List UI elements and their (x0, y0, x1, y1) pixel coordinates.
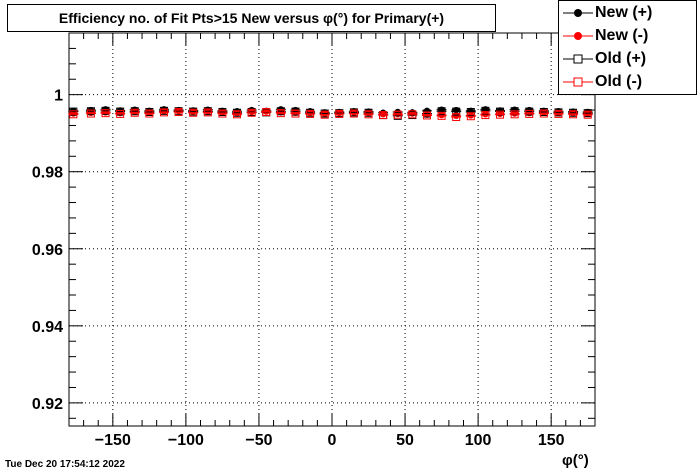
y-tick-label: 1 (54, 88, 63, 105)
data-point (69, 110, 78, 119)
x-axis-label: φ(°) (562, 452, 589, 469)
data-series (68, 106, 593, 121)
y-tick-label: 0.92 (32, 396, 63, 413)
data-point (525, 109, 534, 118)
legend: New (+) New (-) Old (+) Old (-) (558, 0, 697, 95)
x-tick-label: 50 (396, 432, 414, 449)
data-point (408, 110, 417, 119)
data-point (422, 111, 431, 120)
legend-entry-new-plus: New (+) (559, 2, 696, 24)
data-point (510, 110, 519, 119)
data-point (146, 109, 153, 116)
data-point (131, 108, 138, 116)
legend-label-new-plus: New (+) (595, 4, 653, 21)
legend-marker-old-plus (563, 54, 593, 64)
data-point (349, 109, 358, 118)
legend-marker-new-minus (563, 32, 593, 40)
data-point (276, 109, 285, 118)
data-point (569, 110, 577, 117)
y-tick-label: 0.94 (32, 319, 63, 336)
legend-label-new-minus: New (-) (595, 27, 649, 44)
x-tick-label: −100 (168, 432, 204, 449)
data-point (130, 108, 139, 117)
data-point (540, 109, 548, 116)
data-point (555, 109, 562, 117)
data-point (159, 108, 168, 117)
data-point (247, 108, 256, 117)
data-point (539, 109, 548, 118)
data-point (379, 111, 387, 118)
data-point (174, 107, 183, 116)
data-point (160, 108, 168, 115)
y-axis: 0.92 0.94 0.96 0.98 1 (32, 47, 595, 419)
legend-marker-old-minus (563, 77, 593, 87)
legend-entry-new-minus: New (-) (559, 25, 696, 47)
x-tick-label: 150 (538, 432, 565, 449)
data-point (583, 110, 592, 119)
data-point (364, 110, 373, 119)
data-point (262, 107, 271, 116)
x-tick-label: 100 (465, 432, 492, 449)
data-point (189, 108, 198, 117)
x-axis: −150 −100 −50 0 50 100 150 (68, 33, 596, 449)
data-point (218, 109, 227, 118)
y-tick-label: 0.98 (32, 165, 63, 182)
data-point (116, 109, 125, 118)
data-point (554, 109, 563, 118)
legend-label-old-minus: Old (-) (595, 73, 643, 90)
data-point (452, 107, 461, 116)
data-point (219, 109, 226, 116)
data-point (437, 107, 446, 116)
x-tick-label: −50 (245, 432, 272, 449)
grid-lines (69, 33, 595, 426)
legend-entry-old-plus: Old (+) (559, 48, 696, 70)
data-point (481, 111, 490, 120)
data-point (569, 110, 578, 119)
data-point (481, 106, 490, 115)
data-point (233, 110, 241, 117)
data-point (379, 111, 388, 120)
data-point (291, 109, 300, 118)
x-tick-label: 0 (328, 432, 337, 449)
data-point (86, 109, 95, 118)
legend-entry-old-minus: Old (-) (559, 71, 696, 93)
data-point (335, 109, 344, 118)
data-point (203, 108, 212, 117)
chart-title: Efficiency no. of Fit Pts>15 New versus … (7, 4, 496, 32)
data-point (145, 109, 154, 118)
data-point (233, 110, 242, 119)
legend-marker-new-plus (563, 9, 593, 17)
data-point (320, 110, 329, 119)
data-point (466, 107, 475, 116)
data-point (437, 111, 446, 120)
data-point (584, 110, 591, 118)
data-point (452, 112, 461, 121)
series-3 (68, 107, 593, 121)
data-point (496, 110, 505, 119)
timestamp: Tue Dec 20 17:54:12 2022 (5, 459, 125, 470)
data-point (365, 110, 372, 117)
legend-label-old-plus: Old (+) (595, 50, 647, 67)
data-point (306, 109, 315, 118)
x-tick-label: −150 (95, 432, 131, 449)
y-tick-label: 0.96 (32, 242, 63, 259)
data-point (466, 112, 475, 121)
data-point (101, 109, 110, 118)
data-point (393, 110, 402, 119)
